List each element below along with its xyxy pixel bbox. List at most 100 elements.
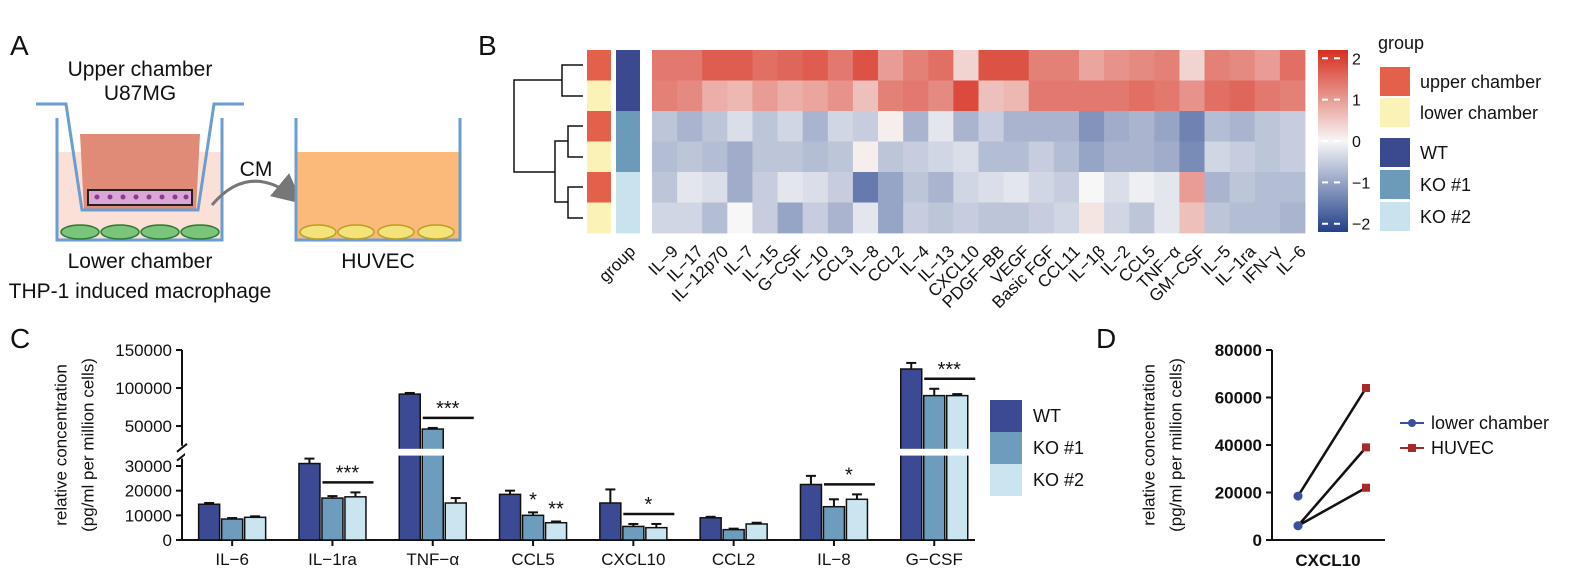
legend-swatch — [1380, 138, 1410, 167]
significance: * — [845, 464, 853, 486]
heatmap-cell — [652, 80, 678, 112]
legend-label: KO #2 — [1420, 207, 1471, 227]
bar — [444, 502, 467, 541]
group-annotation — [587, 202, 611, 234]
heatmap-cell — [1028, 111, 1055, 142]
bar — [722, 528, 745, 541]
heatmap-cell — [903, 141, 929, 173]
heatmap-cell — [978, 172, 1005, 203]
x-tick-label: IL−1ra — [308, 550, 357, 569]
significance: * — [529, 489, 537, 511]
bar — [544, 521, 568, 541]
diagram-label: THP-1 induced macrophage — [9, 280, 272, 303]
y-tick-label: 20000 — [1215, 484, 1262, 503]
y-tick-label: 10000 — [125, 506, 172, 525]
heatmap-cell — [1003, 172, 1030, 203]
significance: ** — [548, 499, 564, 521]
legend-label: lower chamber — [1420, 103, 1538, 123]
heatmap-cell — [1204, 202, 1231, 234]
y-tick-label: 80000 — [1215, 341, 1262, 360]
legend-label: upper chamber — [1420, 72, 1541, 92]
genotype-annotation — [616, 111, 640, 142]
heatmap-cell — [1003, 50, 1030, 81]
legend-label: WT — [1033, 406, 1061, 426]
pair-line — [1296, 387, 1368, 497]
heatmap-cell — [802, 141, 829, 173]
heatmap-cell — [953, 111, 979, 142]
heatmap-cell — [953, 50, 979, 81]
heatmap-cell — [852, 141, 879, 173]
heatmap-cell — [1279, 80, 1306, 112]
group-annotation — [587, 50, 611, 81]
panel-label: D — [1096, 323, 1116, 354]
heatmap-cell — [677, 111, 703, 142]
point — [1362, 443, 1370, 452]
y-tick-label: 60000 — [1215, 389, 1262, 408]
y-tick-label: 30000 — [125, 457, 172, 476]
heatmap-cell — [702, 172, 728, 203]
heatmap-cell — [802, 202, 829, 234]
x-tick-label: CCL5 — [511, 550, 554, 569]
x-tick-label: G−CSF — [906, 550, 963, 569]
point — [1362, 483, 1370, 492]
group-annotation — [587, 80, 611, 112]
heatmap-cell — [727, 172, 753, 203]
y-tick-label: 20000 — [125, 482, 172, 501]
heatmap-cell — [1229, 50, 1256, 81]
heatmap-cell — [827, 80, 854, 112]
heatmap-cell — [953, 141, 979, 173]
heatmap-cell — [928, 80, 954, 112]
heatmap-cell — [1104, 80, 1130, 112]
heatmap-cell — [1104, 202, 1130, 234]
significance: *** — [436, 398, 460, 420]
legend-swatch — [990, 464, 1022, 496]
heatmap-cell — [1254, 141, 1281, 173]
colorbar-tick-label: −2 — [1352, 217, 1370, 234]
heatmap-cell — [702, 202, 728, 234]
heatmap-cell — [1078, 80, 1105, 112]
bar — [645, 526, 668, 541]
colorbar-tick-label: 1 — [1352, 93, 1361, 110]
legend-label: HUVEC — [1431, 438, 1494, 458]
heatmap-cell — [1279, 202, 1306, 234]
y-axis-label: relative concentration — [1139, 364, 1158, 526]
heatmap-cell — [1104, 172, 1130, 203]
heatmap-cell — [827, 141, 854, 173]
heatmap-cell — [1053, 50, 1080, 81]
legend-label: KO #1 — [1420, 175, 1471, 195]
heatmap-cell — [978, 50, 1005, 81]
heatmap-cell — [1179, 172, 1205, 203]
heatmap-cell — [827, 50, 854, 81]
membrane-cells — [87, 189, 193, 206]
heatmap-cell — [1279, 172, 1306, 203]
heatmap-cell — [702, 80, 728, 112]
heatmap-cell — [802, 111, 829, 142]
transwell-diagram: Upper chamber U87MG CM Lower chamber THP… — [9, 58, 462, 303]
heatmap-cell — [727, 141, 753, 173]
y-tick-label: 0 — [163, 531, 172, 550]
heatmap-cell — [827, 111, 854, 142]
heatmap-cell — [928, 141, 954, 173]
y-tick-label: 150000 — [115, 341, 172, 360]
x-tick-label: IL−6 — [215, 550, 249, 569]
bar — [498, 493, 522, 541]
heatmap-cell — [1179, 50, 1205, 81]
heatmap-cell — [1179, 141, 1205, 173]
heatmap-cell — [1154, 80, 1180, 112]
genotype-annotation — [616, 202, 640, 234]
heatmap-cell — [878, 141, 904, 173]
heatmap-cell — [1154, 172, 1180, 203]
heatmap-cell — [903, 80, 929, 112]
heatmap-cell — [928, 172, 954, 203]
heatmap-cell — [1229, 141, 1256, 173]
bar — [699, 517, 722, 541]
heatmap-cell — [1279, 141, 1306, 173]
heatmap-cell — [978, 111, 1005, 142]
heatmap-cell — [1053, 80, 1080, 112]
heatmap-cell — [677, 80, 703, 112]
heatmap-cell — [1003, 141, 1030, 173]
bar — [799, 483, 823, 541]
heatmap-cell — [953, 172, 979, 203]
legend-label: WT — [1420, 143, 1448, 163]
heatmap-cell — [1028, 80, 1055, 112]
